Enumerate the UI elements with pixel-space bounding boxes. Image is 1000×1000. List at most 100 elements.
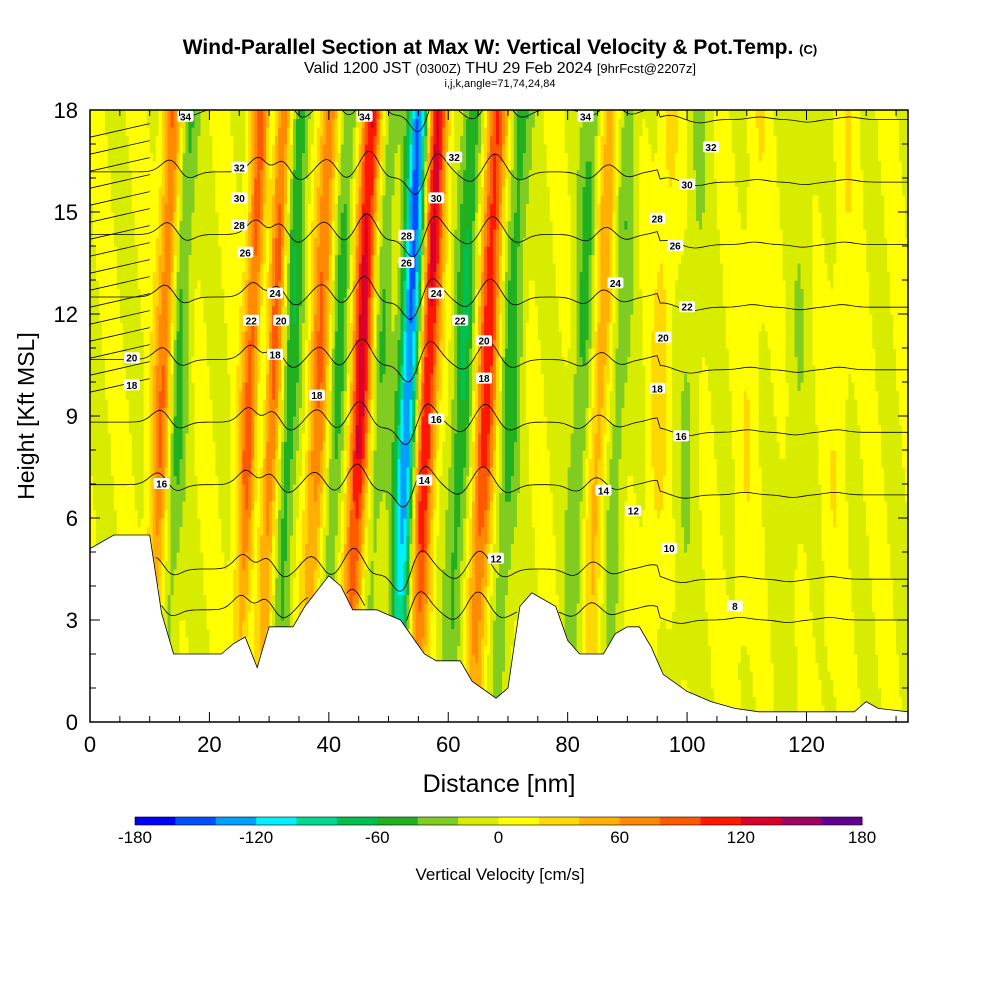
velocity-cell bbox=[158, 509, 163, 519]
velocity-cell bbox=[272, 220, 276, 230]
velocity-cell bbox=[203, 611, 208, 621]
velocity-cell bbox=[128, 212, 133, 222]
velocity-cell bbox=[322, 501, 327, 511]
velocity-cell bbox=[110, 373, 115, 383]
velocity-cell bbox=[301, 484, 306, 494]
velocity-cell bbox=[310, 535, 315, 545]
velocity-cell bbox=[278, 594, 282, 604]
velocity-cell bbox=[221, 246, 225, 256]
velocity-cell bbox=[92, 467, 97, 477]
velocity-cell bbox=[334, 356, 339, 366]
velocity-cell bbox=[310, 552, 315, 562]
velocity-cell bbox=[203, 628, 208, 638]
velocity-cell bbox=[167, 603, 172, 613]
velocity-cell bbox=[206, 450, 211, 460]
velocity-cell bbox=[110, 271, 115, 281]
velocity-cell bbox=[158, 280, 163, 290]
velocity-cell bbox=[263, 620, 267, 630]
velocity-cell bbox=[110, 484, 115, 494]
velocity-cell bbox=[143, 399, 148, 409]
velocity-cell bbox=[230, 254, 234, 264]
velocity-cell bbox=[146, 169, 151, 179]
velocity-cell bbox=[245, 577, 249, 587]
velocity-cell bbox=[188, 161, 193, 171]
velocity-cell bbox=[242, 458, 246, 468]
velocity-cell bbox=[155, 356, 160, 366]
velocity-cell bbox=[269, 161, 273, 171]
velocity-cell bbox=[194, 161, 199, 171]
velocity-cell bbox=[263, 475, 267, 485]
velocity-cell bbox=[307, 186, 312, 196]
velocity-cell bbox=[272, 586, 276, 596]
velocity-cell bbox=[203, 382, 208, 392]
velocity-cell bbox=[304, 271, 309, 281]
velocity-cell bbox=[239, 433, 243, 443]
velocity-cell bbox=[257, 280, 261, 290]
velocity-cell bbox=[340, 569, 345, 579]
velocity-cell bbox=[319, 118, 324, 128]
velocity-cell bbox=[313, 152, 318, 162]
velocity-cell bbox=[233, 118, 237, 128]
velocity-cell bbox=[176, 424, 181, 434]
velocity-cell bbox=[212, 416, 216, 426]
velocity-cell bbox=[248, 424, 252, 434]
velocity-cell bbox=[275, 552, 279, 562]
velocity-cell bbox=[104, 331, 109, 341]
velocity-cell bbox=[125, 475, 130, 485]
velocity-cell bbox=[158, 382, 163, 392]
velocity-cell bbox=[170, 441, 175, 451]
velocity-cell bbox=[161, 433, 166, 443]
velocity-cell bbox=[90, 254, 94, 264]
velocity-cell bbox=[307, 433, 312, 443]
velocity-cell bbox=[307, 535, 312, 545]
velocity-cell bbox=[221, 263, 225, 273]
velocity-cell bbox=[131, 492, 136, 502]
velocity-cell bbox=[263, 356, 267, 366]
velocity-cell bbox=[263, 433, 267, 443]
velocity-cell bbox=[185, 254, 190, 264]
velocity-cell bbox=[245, 305, 249, 315]
velocity-cell bbox=[194, 373, 199, 383]
velocity-cell bbox=[293, 492, 297, 502]
velocity-cell bbox=[230, 492, 234, 502]
velocity-cell bbox=[167, 118, 172, 128]
velocity-cell bbox=[209, 152, 214, 162]
velocity-cell bbox=[319, 569, 324, 579]
velocity-cell bbox=[131, 263, 136, 273]
velocity-cell bbox=[257, 246, 261, 256]
subtitle-valid: Valid 1200 JST bbox=[304, 60, 412, 77]
velocity-cell bbox=[281, 560, 285, 570]
velocity-cell bbox=[140, 305, 145, 315]
velocity-cell bbox=[284, 127, 288, 137]
velocity-cell bbox=[122, 263, 127, 273]
velocity-cell bbox=[203, 288, 208, 298]
velocity-cell bbox=[227, 484, 231, 494]
velocity-cell bbox=[179, 169, 184, 179]
velocity-cell bbox=[236, 254, 240, 264]
velocity-cell bbox=[295, 382, 300, 392]
velocity-cell bbox=[119, 407, 124, 417]
velocity-cell bbox=[298, 365, 303, 375]
velocity-cell bbox=[209, 169, 214, 179]
velocity-cell bbox=[218, 373, 222, 383]
velocity-cell bbox=[206, 288, 211, 298]
velocity-cell bbox=[90, 441, 94, 451]
velocity-cell bbox=[140, 169, 145, 179]
velocity-cell bbox=[254, 288, 258, 298]
velocity-cell bbox=[98, 339, 103, 349]
velocity-cell bbox=[95, 161, 100, 171]
velocity-cell bbox=[203, 195, 208, 205]
velocity-cell bbox=[287, 475, 291, 485]
velocity-cell bbox=[263, 186, 267, 196]
velocity-cell bbox=[218, 322, 222, 332]
velocity-cell bbox=[266, 110, 270, 120]
velocity-cell bbox=[98, 161, 103, 171]
velocity-cell bbox=[164, 620, 169, 630]
velocity-cell bbox=[242, 450, 246, 460]
velocity-cell bbox=[254, 535, 258, 545]
velocity-cell bbox=[313, 348, 318, 358]
velocity-cell bbox=[313, 450, 318, 460]
velocity-cell bbox=[188, 118, 193, 128]
velocity-cell bbox=[179, 467, 184, 477]
velocity-cell bbox=[221, 603, 225, 613]
